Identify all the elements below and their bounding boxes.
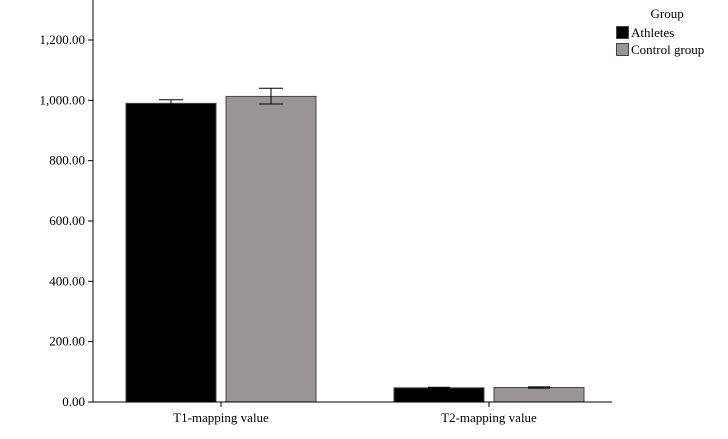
bar-athletes-2 <box>393 387 485 403</box>
bar-athletes-1 <box>125 102 217 403</box>
y-tick-label: 1,200.00 <box>40 32 86 47</box>
legend-swatch-athletes <box>616 26 629 39</box>
y-tick-label: 200.00 <box>49 334 85 349</box>
legend-label-control-group: Control group <box>631 41 705 57</box>
y-tick-label: 400.00 <box>49 273 85 288</box>
y-tick-label: 1,000.00 <box>40 92 86 107</box>
x-tick-label: T2-mapping value <box>441 410 537 425</box>
y-tick-label: 600.00 <box>49 213 85 228</box>
legend-item-control-group: Control group <box>616 41 704 58</box>
bar-control-group-2 <box>493 387 585 403</box>
x-tick-label: T1-mapping value <box>173 410 269 425</box>
legend-title: Group <box>650 6 684 21</box>
legend-item-athletes: Athletes <box>616 24 704 41</box>
y-tick-label: 800.00 <box>49 153 85 168</box>
bar-control-group-1 <box>225 95 317 403</box>
legend: Group Athletes Control group <box>616 6 704 58</box>
y-tick-label: 0.00 <box>62 394 85 409</box>
legend-label-athletes: Athletes <box>631 24 675 40</box>
legend-swatch-control-group <box>616 43 629 56</box>
